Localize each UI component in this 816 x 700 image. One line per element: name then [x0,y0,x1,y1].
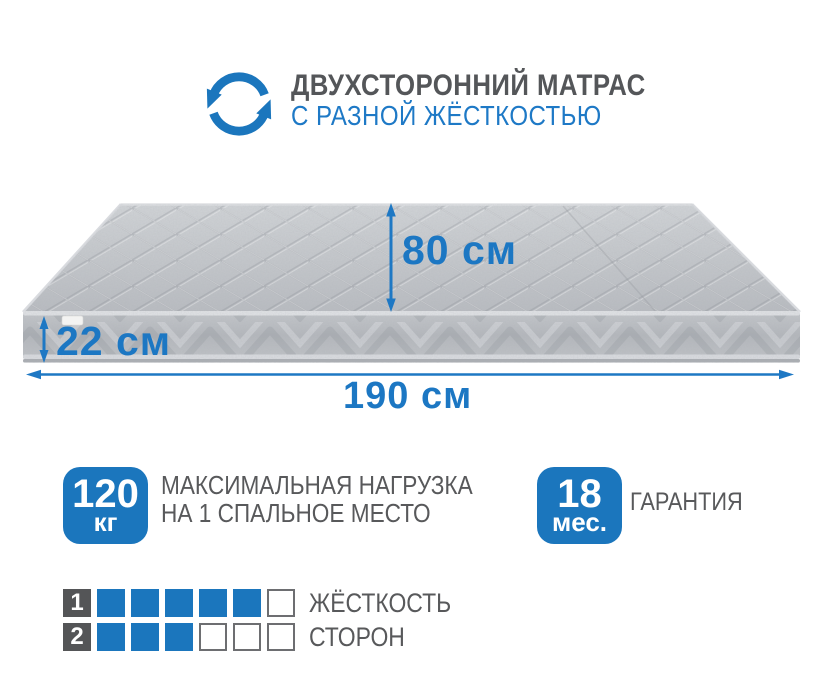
mattress-illustration [22,203,801,363]
depth-dimension-label: 80 см [402,227,518,273]
firmness-cell-filled [97,589,125,617]
firmness-cell-filled [131,623,159,651]
firmness-row-1: 1 ЖЁСТКОСТЬ [63,589,476,617]
firmness-cell-empty [267,589,295,617]
firmness-cell-empty [199,623,227,651]
firmness-cell-filled [165,623,193,651]
max-load-unit: кг [93,507,118,537]
firmness-scale: 1 ЖЁСТКОСТЬ 2 СТОРОН [63,589,476,657]
firmness-row-1-index: 1 [63,589,91,617]
mattress-tag [61,315,84,326]
max-load-label-line2: НА 1 СПАЛЬНОЕ МЕСТО [161,498,431,528]
max-load-label: МАКСИМАЛЬНАЯ НАГРУЗКА НА 1 СПАЛЬНОЕ МЕСТ… [161,471,473,527]
height-dimension-label: 22 см [56,318,172,364]
warranty-label: ГАРАНТИЯ [630,489,743,515]
firmness-row-2: 2 СТОРОН [63,623,476,651]
warranty-unit: мес. [551,507,608,537]
firmness-cell-filled [233,589,261,617]
max-load-label-line1: МАКСИМАЛЬНАЯ НАГРУЗКА [161,470,473,500]
firmness-label-line1: ЖЁСТКОСТЬ [309,588,452,618]
page-subtitle: С РАЗНОЙ ЖЁСТКОСТЬЮ [291,100,602,131]
height-arrow [39,316,49,363]
rotate-arrows-icon [206,72,272,136]
depth-arrow [386,203,396,312]
length-arrow [26,369,794,380]
firmness-cell-empty [233,623,261,651]
warranty-value: 18 [557,472,602,516]
firmness-cell-empty [267,623,295,651]
firmness-cell-filled [131,589,159,617]
max-load-value: 120 [72,472,139,516]
warranty-label-line1: ГАРАНТИЯ [630,488,743,516]
firmness-cell-filled [199,589,227,617]
firmness-label-line2: СТОРОН [309,622,405,652]
max-load-badge: 120 кг [63,467,148,544]
warranty-badge: 18 мес. [537,467,622,544]
firmness-cell-filled [97,623,125,651]
firmness-row-2-index: 2 [63,623,91,651]
page-title: ДВУХСТОРОННИЙ МАТРАС [291,69,646,102]
length-dimension-label: 190 см [343,375,473,417]
firmness-cell-filled [165,589,193,617]
